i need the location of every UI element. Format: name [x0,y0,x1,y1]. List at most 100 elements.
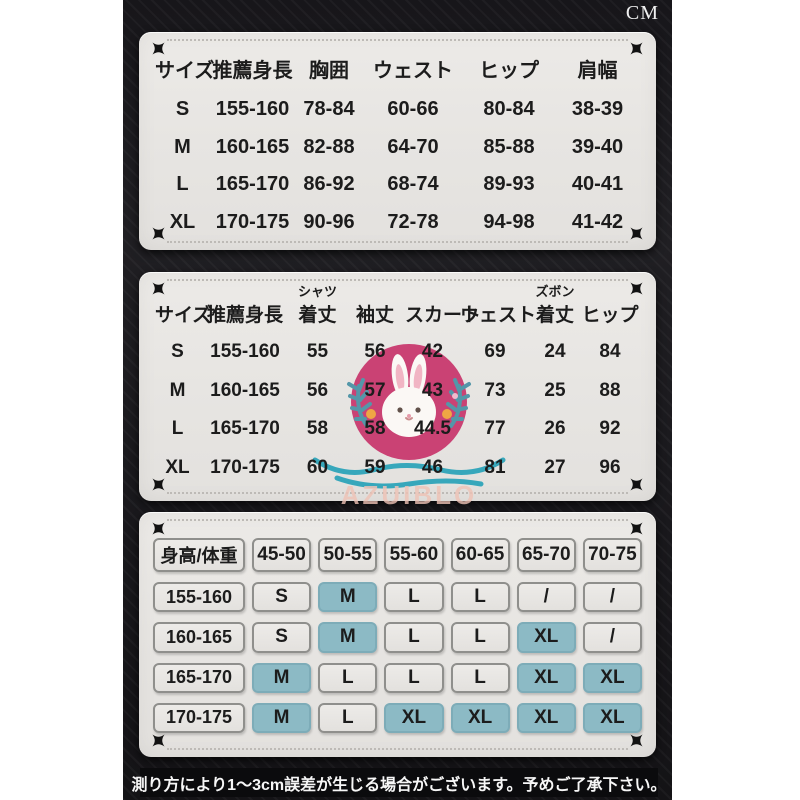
size-cell: 44.5 [414,418,451,440]
column-header: 推薦身長 [212,60,293,82]
column-header: ヒップ [479,60,539,82]
size-recommendation-cell: L [450,662,510,693]
size-recommendation-cell: L [450,622,510,653]
size-recommendation-cell: / [582,582,642,613]
size-recommendation-cell: / [516,582,576,613]
size-recommendation-cell: XL [450,702,510,733]
size-cell: 165-170 [215,173,290,196]
size-cell: 85-88 [483,135,535,158]
size-cell: L [176,173,189,196]
size-cell: 58 [364,418,386,440]
size-cell: 42 [421,341,444,363]
weight-range-header: 55-60 [384,538,444,573]
size-recommendation-cell: L [318,662,378,693]
size-cell: 165-170 [210,418,280,440]
size-recommendation-cell: M [318,582,378,613]
size-row: XL 170-175 90-96 72-78 94-98 41-42 [155,211,640,234]
garment-measurements-table: サイズ 推薦身長 シャツ 着丈 袖丈 スカート ウェスト ズボン 着丈 ヒップ S 1… [155,284,640,487]
size-recommendation-cell: XL [582,702,642,733]
pin-star-icon [624,516,648,540]
table-header-row: サイズ 推薦身長 胸囲 ウェスト ヒップ 肩幅 [155,54,640,83]
pin-star-icon [624,472,648,496]
size-recommendation-cell: XL [516,662,576,693]
height-weight-matrix: 身高/体重 45-50 50-55 55-60 60-65 65-70 70-7… [153,538,642,733]
column-header: スカート [405,305,482,326]
size-row: S 155-160 78-84 60-66 80-84 38-39 [155,98,640,121]
column-header: サイズ [155,305,212,326]
column-header: ズボン 着丈 [535,284,575,326]
size-recommendation-cell: XL [516,622,576,653]
size-cell: 84 [599,341,621,363]
height-range-cell: 165-170 [153,662,245,693]
weight-range-header: 60-65 [450,538,510,573]
column-header: サイズ [155,60,215,82]
size-recommendation-cell: XL [384,702,444,733]
size-cell: S [171,341,184,363]
size-cell: 41-42 [571,211,624,233]
pin-star-icon [146,36,170,60]
size-row: S 155-160 55 56 42 69 24 84 [155,341,640,363]
body-measurements-table: サイズ 推薦身長 胸囲 ウェスト ヒップ 肩幅 S 155-160 78-84 60-… [155,54,640,234]
column-header: 胸囲 [309,60,349,82]
size-cell: 170-175 [215,211,290,233]
size-cell: 46 [421,456,444,478]
size-cell: 88 [599,379,621,401]
size-cell: 56 [364,341,386,363]
size-cell: 86-92 [303,173,355,196]
column-header: ウェスト [460,305,537,326]
size-recommendation-cell: M [318,622,378,653]
size-recommendation-cell: S [252,622,312,653]
disclaimer-text: 測り方により1～3cm誤差が生じる場合がございます。予めご了承下さい。 [131,776,667,794]
size-row: M 160-165 82-88 64-70 85-88 39-40 [155,136,640,159]
size-cell: 60-66 [387,97,439,120]
table-header-row: サイズ 推薦身長 シャツ 着丈 袖丈 スカート ウェスト ズボン 着丈 ヒップ [155,284,640,327]
size-cell: 78-84 [303,97,355,120]
size-cell: 89-93 [483,173,535,196]
size-row: L 165-170 58 58 44.5 77 26 92 [155,418,640,440]
column-header: 推薦身長 [206,305,283,326]
size-cell: M [169,379,186,401]
column-header: ヒップ [581,305,639,326]
size-cell: 155-160 [210,341,280,363]
column-header: 袖丈 [355,305,394,326]
size-cell: 155-160 [215,97,290,120]
size-cell: 24 [544,341,566,363]
size-cell: 160-165 [215,135,290,158]
body-measurements-panel: サイズ 推薦身長 胸囲 ウェスト ヒップ 肩幅 S 155-160 78-84 60-… [139,32,656,250]
size-row: L 165-170 86-92 68-74 89-93 40-41 [155,173,640,196]
garment-measurements-panel: AZUIBLO サイズ 推薦身長 シャツ 着丈 袖丈 スカート ウェスト ズボン着… [139,272,656,510]
pin-star-icon [146,472,170,496]
size-cell: L [171,418,184,440]
weight-range-header: 70-75 [582,538,642,573]
weight-range-header: 65-70 [516,538,576,573]
size-cell: 25 [544,379,566,401]
size-recommendation-cell: / [582,622,642,653]
size-row: XL 170-175 60 59 46 81 27 96 [155,457,640,479]
size-cell: 26 [544,418,566,440]
size-cell: 68-74 [387,173,439,196]
size-recommendation-cell: XL [582,662,642,693]
pin-star-icon [624,36,648,60]
measurement-disclaimer-bar: 測り方により1～3cm誤差が生じる場合がございます。予めご了承下さい。 [132,768,667,797]
size-cell: 77 [484,418,506,440]
column-header: ウェスト [373,60,453,82]
weight-range-header: 50-55 [318,538,378,573]
size-recommendation-cell: L [384,582,444,613]
pin-star-icon [146,276,170,300]
size-cell: 59 [364,456,386,478]
pin-star-icon [146,728,170,752]
size-cell: 40-41 [571,173,624,196]
size-row: M 160-165 56 57 43 73 25 88 [155,380,640,402]
size-recommendation-cell: L [318,702,378,733]
height-range-cell: 160-165 [153,622,245,653]
size-cell: M [174,135,191,158]
size-cell: 43 [421,379,444,401]
size-cell: 82-88 [303,135,355,158]
size-cell: S [175,97,190,120]
size-cell: XL [165,456,190,478]
pin-star-icon [146,516,170,540]
size-cell: 73 [484,379,506,401]
size-cell: 92 [599,418,621,440]
size-cell: 56 [306,379,329,401]
size-recommendation-cell: M [252,702,312,733]
